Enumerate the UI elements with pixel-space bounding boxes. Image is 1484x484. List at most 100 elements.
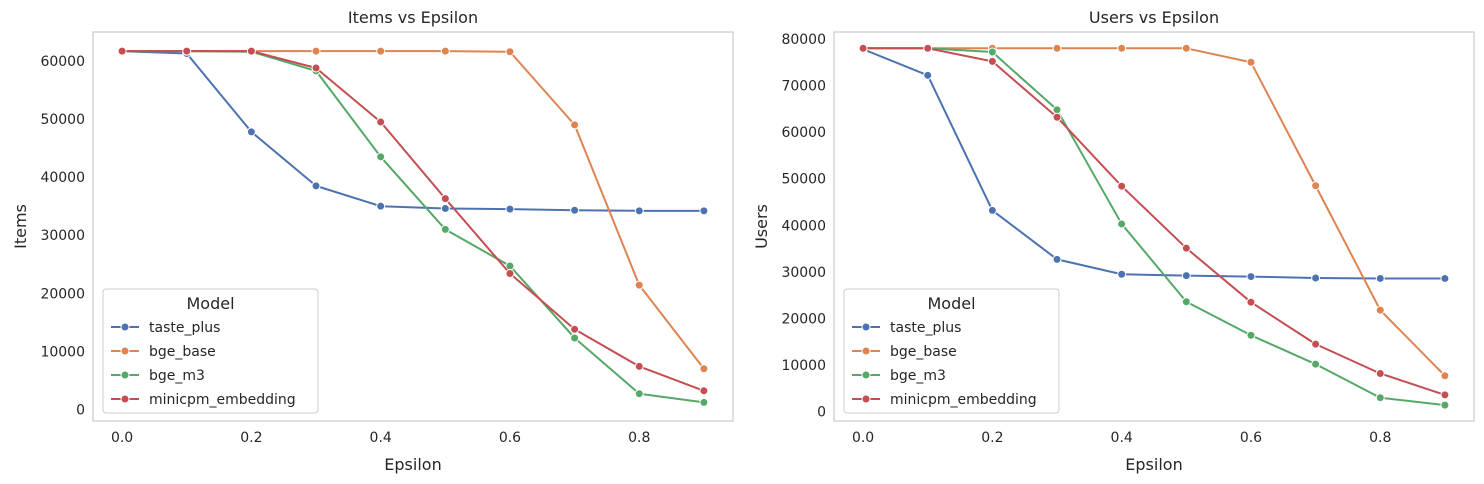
y-tick-label: 10000 xyxy=(781,358,826,374)
legend-swatch-marker xyxy=(861,346,871,356)
data-point xyxy=(1375,368,1385,378)
chart-users-vs-epsilon: 0.0 0.2 0.4 0.6 0.8 0 10000 20000 30000 40000 5000… xyxy=(752,8,1475,474)
data-point xyxy=(634,361,644,371)
data-point xyxy=(858,43,868,53)
series-line xyxy=(122,50,704,212)
y-tick-label: 10000 xyxy=(40,344,85,360)
y-tick-label: 40000 xyxy=(40,170,85,186)
data-point xyxy=(923,43,933,53)
y-tick-label: 80000 xyxy=(781,32,826,48)
data-point xyxy=(1052,112,1062,122)
legend-swatch-marker xyxy=(120,346,130,356)
data-point xyxy=(1440,400,1450,410)
data-point xyxy=(570,324,580,334)
legend-label: bge_base xyxy=(890,344,957,360)
data-point xyxy=(699,397,709,407)
data-point xyxy=(1246,330,1256,340)
legend-label: bge_m3 xyxy=(890,368,946,384)
legend-label: bge_base xyxy=(149,344,216,360)
legend-frame xyxy=(102,288,319,414)
y-tick-label: 50000 xyxy=(40,112,85,128)
legend-label: taste_plus xyxy=(890,320,961,336)
data-point xyxy=(1311,339,1321,349)
x-tick-label: 0.6 xyxy=(1240,430,1262,446)
data-point xyxy=(1311,181,1321,191)
x-tick-label: 0.8 xyxy=(1369,430,1391,446)
series-line xyxy=(122,50,705,392)
data-point xyxy=(376,152,386,162)
x-tick-label: 0.0 xyxy=(852,430,874,446)
y-axis-label: Items xyxy=(11,204,30,249)
data-point xyxy=(1246,57,1256,67)
legend-title: Model xyxy=(927,294,975,313)
data-point xyxy=(505,47,515,57)
data-point xyxy=(1440,273,1450,283)
legend-label: minicpm_embedding xyxy=(149,392,296,408)
data-point xyxy=(440,46,450,56)
data-point xyxy=(1052,254,1062,264)
data-point xyxy=(987,205,997,215)
data-point xyxy=(1052,43,1062,53)
data-point xyxy=(699,386,709,396)
data-point xyxy=(1375,273,1385,283)
data-point xyxy=(570,205,580,215)
data-point xyxy=(246,127,256,137)
data-point xyxy=(570,333,580,343)
series-line xyxy=(863,47,1446,396)
data-point xyxy=(634,389,644,399)
data-point xyxy=(440,204,450,214)
chart-title: Users vs Epsilon xyxy=(1089,8,1219,27)
x-tick-label: 0.4 xyxy=(370,430,392,446)
data-point xyxy=(1311,273,1321,283)
data-point xyxy=(246,46,256,56)
data-point xyxy=(699,364,709,374)
data-point xyxy=(1375,393,1385,403)
data-point xyxy=(1440,390,1450,400)
data-point xyxy=(182,46,192,56)
chart-title: Items vs Epsilon xyxy=(348,8,478,27)
legend-label: bge_m3 xyxy=(149,368,205,384)
x-tick-label: 0.4 xyxy=(1111,430,1133,446)
y-tick-label: 30000 xyxy=(40,228,85,244)
y-tick-label: 0 xyxy=(76,402,85,418)
data-point xyxy=(505,269,515,279)
y-tick-label: 0 xyxy=(817,405,826,421)
legend-label: taste_plus xyxy=(149,320,220,336)
x-tick-label: 0.6 xyxy=(499,430,521,446)
series-line xyxy=(863,47,1446,377)
data-point xyxy=(634,206,644,216)
data-point xyxy=(987,56,997,66)
data-point xyxy=(699,206,709,216)
data-point xyxy=(117,46,127,56)
y-tick-label: 40000 xyxy=(781,218,826,234)
data-point xyxy=(1181,243,1191,253)
legend-swatch-marker xyxy=(120,394,130,404)
data-point xyxy=(440,224,450,234)
chart-items-vs-epsilon: 0.0 0.2 0.4 0.6 0.8 0 10000 20000 30000 40000 5000… xyxy=(11,8,734,474)
data-point xyxy=(1246,272,1256,282)
data-point xyxy=(311,63,321,73)
series-bge-m3 xyxy=(858,43,1450,410)
data-point xyxy=(311,181,321,191)
data-point xyxy=(1440,371,1450,381)
x-axis-label: Epsilon xyxy=(1125,455,1182,474)
legend-swatch-marker xyxy=(120,370,130,380)
legend-swatch-marker xyxy=(861,370,871,380)
legend-swatch-marker xyxy=(861,322,871,332)
y-tick-label: 60000 xyxy=(40,54,85,70)
legend: Model taste_plus bge_base bge_m3 minicpm_emb… xyxy=(102,288,319,414)
legend-swatch-marker xyxy=(861,394,871,404)
x-tick-label: 0.2 xyxy=(240,430,262,446)
legend-title: Model xyxy=(186,294,234,313)
data-point xyxy=(1117,219,1127,229)
data-point xyxy=(1117,43,1127,53)
data-point xyxy=(376,46,386,56)
data-point xyxy=(1117,269,1127,279)
data-point xyxy=(1181,271,1191,281)
data-point xyxy=(311,46,321,56)
data-point xyxy=(1117,181,1127,191)
data-point xyxy=(1311,359,1321,369)
series-line xyxy=(863,47,1446,407)
data-point xyxy=(987,47,997,57)
